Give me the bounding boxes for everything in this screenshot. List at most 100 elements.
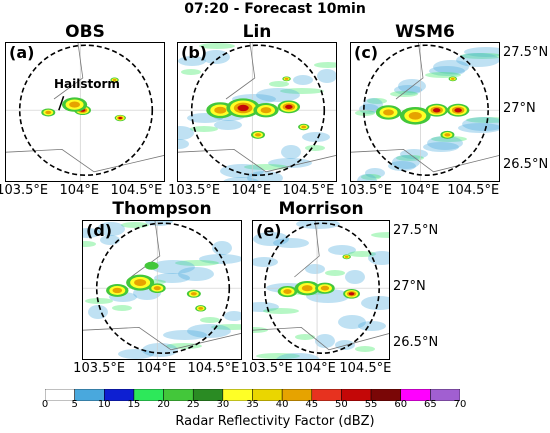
background-echo bbox=[199, 43, 235, 49]
background-echo bbox=[178, 126, 194, 140]
background-echo bbox=[253, 232, 289, 246]
colorbar bbox=[44, 386, 461, 402]
colorbar-tick-label: 10 bbox=[97, 399, 111, 410]
storm-cell bbox=[344, 255, 349, 258]
storm-cell bbox=[214, 106, 227, 114]
storm-cell bbox=[69, 101, 80, 108]
storm-cell bbox=[260, 107, 272, 114]
storm-cell bbox=[450, 77, 455, 80]
background-echo bbox=[314, 62, 336, 68]
background-echo bbox=[263, 308, 299, 314]
panel-title-c: WSM6 bbox=[395, 22, 455, 42]
x-tick-label: 104.5°E bbox=[187, 361, 240, 376]
boundary-line bbox=[294, 221, 320, 278]
y-tick-label: 27.5°N bbox=[393, 223, 439, 239]
colorbar-tick-label: 70 bbox=[453, 399, 467, 410]
background-echo bbox=[280, 88, 324, 94]
background-echo bbox=[281, 145, 301, 159]
boundary-line bbox=[395, 43, 424, 100]
panel-title-d: Thompson bbox=[112, 199, 212, 219]
background-echo bbox=[361, 174, 381, 180]
y-tick-label: 27°N bbox=[393, 279, 426, 295]
y-tick-label: 27.5°N bbox=[503, 45, 549, 61]
colorbar-tick-label: 40 bbox=[275, 399, 289, 410]
background-echo bbox=[302, 132, 330, 142]
storm-cell bbox=[153, 286, 161, 291]
background-echo bbox=[181, 69, 201, 75]
storm-cell bbox=[432, 108, 441, 113]
storm-cell bbox=[144, 261, 159, 270]
storm-cell bbox=[112, 78, 117, 81]
storm-cell bbox=[301, 125, 307, 129]
boundary-line bbox=[225, 43, 256, 100]
background-echo bbox=[269, 81, 289, 87]
panel-c: (c) bbox=[350, 42, 500, 182]
background-echo bbox=[253, 257, 278, 267]
storm-cell bbox=[134, 279, 147, 287]
background-echo bbox=[187, 324, 231, 338]
storm-cell bbox=[454, 108, 462, 113]
background-echo bbox=[121, 222, 149, 228]
background-echo bbox=[224, 311, 241, 321]
storm-cell bbox=[255, 133, 261, 137]
panel-d: (d) bbox=[82, 220, 242, 360]
storm-cell bbox=[112, 287, 123, 294]
panel-label-e: (e) bbox=[256, 221, 282, 240]
x-tick-label: 104.5°E bbox=[447, 183, 500, 198]
storm-cell bbox=[118, 116, 123, 120]
background-echo bbox=[345, 270, 365, 284]
background-echo bbox=[388, 161, 416, 171]
background-echo bbox=[202, 50, 230, 64]
x-tick-label: 103.5°E bbox=[168, 183, 221, 198]
colorbar-tick-label: 55 bbox=[364, 399, 378, 410]
storm-cell bbox=[283, 289, 292, 294]
background-echo bbox=[83, 228, 101, 238]
colorbar-tick-label: 5 bbox=[71, 399, 78, 410]
x-tick-label: 104.5°E bbox=[339, 361, 392, 376]
background-echo bbox=[244, 164, 288, 170]
background-echo bbox=[328, 245, 356, 255]
background-echo bbox=[427, 136, 463, 150]
background-echo bbox=[256, 88, 300, 102]
panel-label-b: (b) bbox=[181, 43, 208, 62]
panel-label-a: (a) bbox=[9, 43, 35, 62]
background-echo bbox=[163, 330, 207, 340]
background-echo bbox=[317, 69, 336, 83]
background-echo bbox=[433, 60, 469, 74]
x-tick-label: 104.5°E bbox=[110, 183, 163, 198]
figure-title: 07:20 - Forecast 10min bbox=[184, 1, 366, 17]
annotation-text: Hailstorm bbox=[54, 76, 120, 91]
background-echo bbox=[325, 270, 345, 276]
colorbar-tick-label: 35 bbox=[246, 399, 259, 410]
storm-cell bbox=[383, 109, 394, 116]
background-echo bbox=[358, 321, 386, 331]
panel-label-c: (c) bbox=[354, 43, 379, 62]
background-echo bbox=[247, 171, 283, 181]
storm-cell bbox=[408, 112, 422, 120]
colorbar-tick-label: 50 bbox=[335, 399, 348, 410]
background-echo bbox=[392, 155, 420, 169]
background-echo bbox=[458, 123, 499, 133]
storm-cell bbox=[348, 292, 355, 296]
background-echo bbox=[190, 126, 218, 132]
x-tick-label: 103.5°E bbox=[73, 361, 126, 376]
background-echo bbox=[175, 260, 219, 266]
background-echo bbox=[355, 110, 375, 116]
background-echo bbox=[355, 346, 375, 352]
panel-map-e bbox=[253, 221, 389, 359]
background-echo bbox=[296, 221, 340, 229]
range-circle bbox=[95, 222, 231, 354]
range-circle bbox=[363, 44, 489, 176]
background-echo bbox=[431, 136, 467, 142]
x-tick-label: 104°E bbox=[399, 183, 440, 198]
background-echo bbox=[256, 353, 300, 359]
background-echo bbox=[276, 353, 320, 359]
background-echo bbox=[462, 117, 499, 131]
panel-map-c bbox=[351, 43, 499, 181]
background-echo bbox=[151, 260, 195, 274]
annotation-arrow bbox=[58, 95, 65, 111]
x-tick-label: 103.5°E bbox=[0, 183, 49, 198]
background-echo bbox=[85, 298, 113, 304]
colorbar-tick-label: 0 bbox=[41, 399, 49, 410]
colorbar-tick-label: 60 bbox=[394, 399, 408, 410]
